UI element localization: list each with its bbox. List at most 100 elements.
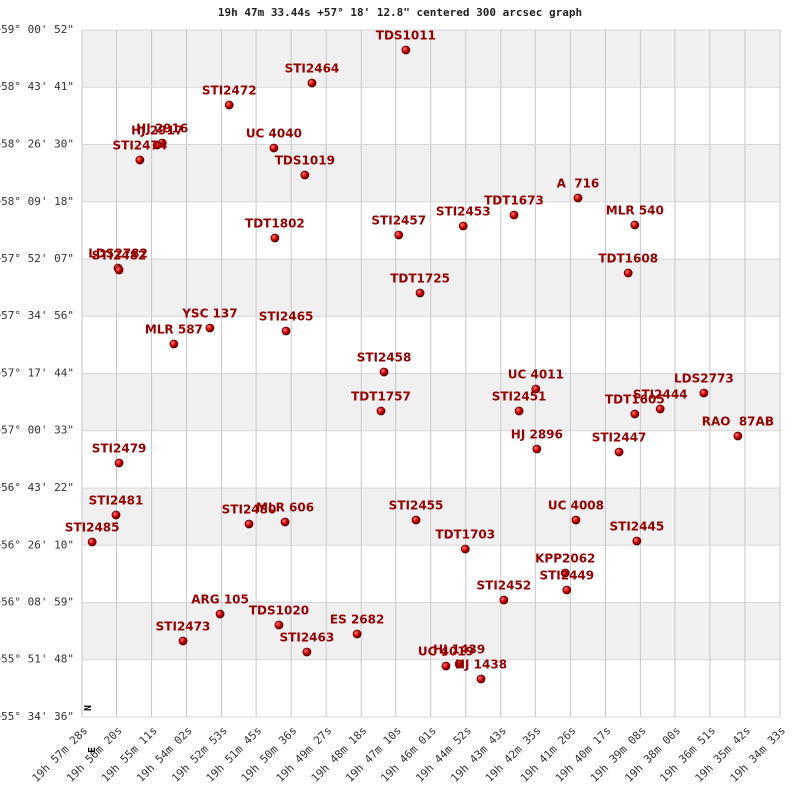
star-label: TDS1011	[376, 28, 436, 42]
star	[733, 431, 743, 441]
star-label: MLR 540	[606, 204, 664, 218]
y-tick-label: +57° 52' 07"	[0, 252, 74, 265]
star	[699, 388, 709, 398]
star	[274, 620, 284, 630]
y-tick-label: +58° 09' 18"	[0, 195, 74, 208]
star	[269, 143, 279, 153]
star-label: STI2480	[222, 502, 277, 516]
star-label: STI2444	[633, 388, 688, 402]
plot-background: +55° 34' 36" +55° 51' 48" +56° 08' 59" +56°…	[0, 23, 788, 785]
star	[169, 339, 179, 349]
y-tick-label: +55° 34' 36"	[0, 710, 74, 723]
star-label: STI2472	[202, 83, 257, 97]
compass-north: N	[83, 705, 94, 711]
star	[224, 100, 234, 110]
star	[135, 155, 145, 165]
star-label: STI2455	[389, 498, 444, 512]
star-label: RAO 87AB	[702, 415, 774, 429]
y-tick-label: +57° 00' 33"	[0, 424, 74, 437]
star	[614, 447, 624, 457]
star-label: STI2451	[492, 390, 547, 404]
star	[178, 636, 188, 646]
star	[300, 170, 310, 180]
star-label: TDT1703	[435, 528, 495, 542]
y-tick-label: +57° 17' 44"	[0, 367, 74, 380]
star-label: HJ 2916	[136, 122, 188, 136]
y-tick-label: +56° 08' 59"	[0, 595, 74, 608]
star-label: UC 4019	[418, 645, 474, 659]
star	[244, 519, 254, 529]
star-label: TDT1757	[351, 390, 411, 404]
star-label: UC 4008	[548, 498, 604, 512]
star-label: UC 4040	[246, 127, 302, 141]
star-label: ES 2682	[330, 613, 384, 627]
star-label: STI2457	[371, 214, 426, 228]
star-label: TDT1608	[598, 252, 658, 266]
star-label: LDS2782	[88, 247, 148, 261]
compass-east: E	[87, 747, 98, 753]
star	[376, 406, 386, 416]
star	[114, 458, 124, 468]
star-label: MLR 587	[145, 323, 203, 337]
star	[401, 45, 411, 55]
star-label: TDS1020	[249, 604, 309, 618]
star-label: STI2464	[285, 62, 340, 76]
star	[573, 193, 583, 203]
star	[571, 515, 581, 525]
star-label: STI2485	[65, 521, 120, 535]
star	[281, 326, 291, 336]
star	[632, 536, 642, 546]
star	[499, 595, 509, 605]
star-label: TDT1673	[484, 194, 544, 208]
star-label: TDT1605	[605, 393, 665, 407]
star	[630, 220, 640, 230]
star	[270, 233, 280, 243]
chart-title: 19h 47m 33.44s +57° 18' 12.8" centered 3…	[218, 6, 582, 19]
star	[509, 210, 519, 220]
star-label: UC 4011	[508, 367, 564, 381]
star	[152, 140, 162, 150]
star	[415, 288, 425, 298]
star-label: STI2447	[592, 430, 647, 444]
star-label: STI2481	[89, 493, 144, 507]
star-label: STI2458	[357, 351, 412, 365]
star-label: ARG 105	[191, 593, 249, 607]
star-label: HJ 1438	[455, 658, 507, 672]
star-label: HJ 1439	[433, 643, 485, 657]
star	[394, 230, 404, 240]
y-tick-label: +55° 51' 48"	[0, 653, 74, 666]
star	[215, 609, 225, 619]
star-label: TDT1802	[245, 216, 305, 230]
y-tick-label: +57° 34' 56"	[0, 309, 74, 322]
star-label: MLR 606	[256, 500, 314, 514]
star	[352, 629, 362, 639]
star	[458, 221, 468, 231]
star	[411, 515, 421, 525]
star	[476, 674, 486, 684]
star	[441, 661, 451, 671]
star	[562, 585, 572, 595]
star	[454, 659, 464, 669]
star	[114, 265, 124, 275]
star	[205, 323, 215, 333]
star	[280, 517, 290, 527]
y-tick-label: +58° 26' 30"	[0, 137, 74, 150]
star-label: LDS2773	[674, 371, 734, 385]
star-label: STI2465	[259, 310, 314, 324]
star-label: KPP2062	[535, 552, 595, 566]
star-label: STI2449	[539, 568, 594, 582]
star-label: TDT1725	[390, 272, 450, 286]
star	[531, 384, 541, 394]
star	[87, 537, 97, 547]
star-label: YSC 137	[181, 306, 237, 320]
star-label: STI2445	[609, 520, 664, 534]
star-label: TDS1019	[275, 153, 335, 167]
star	[630, 409, 640, 419]
star-label: HJ 2896	[511, 427, 563, 441]
star	[532, 444, 542, 454]
star-label: STI2479	[92, 441, 147, 455]
star	[379, 367, 389, 377]
y-tick-label: +58° 43' 41"	[0, 80, 74, 93]
